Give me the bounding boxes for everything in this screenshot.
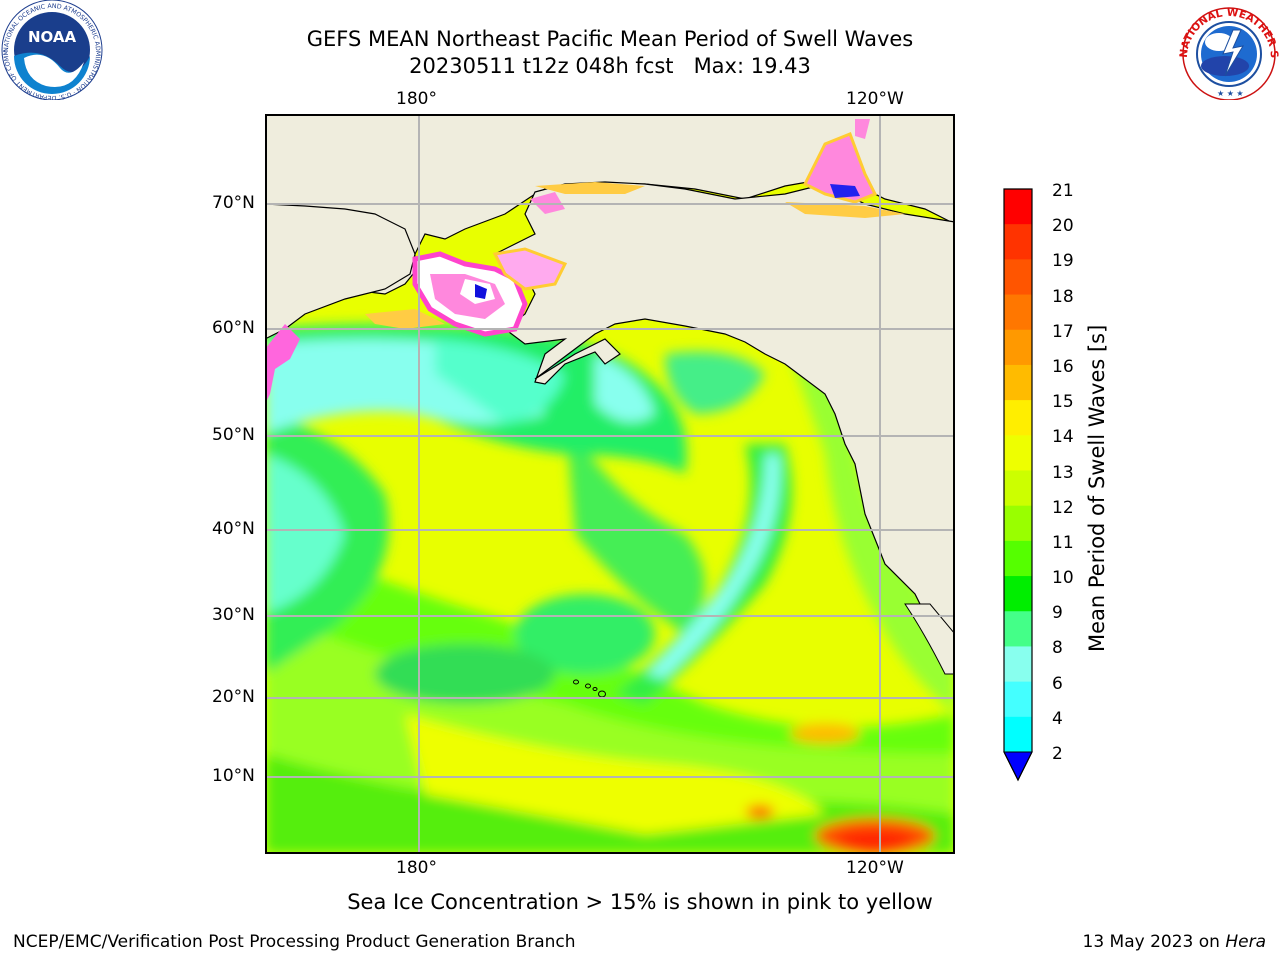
lat-label-10n: 10°N <box>212 766 255 786</box>
colorbar-tick-label: 11 <box>1052 532 1074 553</box>
colorbar-segment <box>1004 435 1032 471</box>
lat-label-30n: 30°N <box>212 605 255 625</box>
colorbar-ticks: 21 20 19 18 17 16 15 14 13 12 11 10 9 8 6 4 2 <box>1050 180 1110 780</box>
colorbar-tick-label: 17 <box>1052 321 1074 342</box>
hawaii-islands <box>573 679 606 698</box>
colorbar-segment <box>1004 470 1032 507</box>
colorbar <box>1003 188 1033 782</box>
colorbar-tick-label: 12 <box>1052 497 1074 518</box>
lat-label-20n: 20°N <box>212 687 255 707</box>
nws-logo: NATIONAL WEATHER SERVICE ★ ★ ★ <box>1175 0 1280 100</box>
lon-label-top-120w: 120°W <box>846 89 904 109</box>
lat-label-40n: 40°N <box>212 519 255 539</box>
noaa-logo: NATIONAL OCEANIC AND ATMOSPHERIC ADMINIS… <box>0 0 103 100</box>
land-baja <box>904 603 955 675</box>
colorbar-tick-label: 19 <box>1052 251 1074 272</box>
lon-label-bottom-180: 180° <box>396 858 437 878</box>
colorbar-extend-triangle <box>1003 751 1033 782</box>
lat-label-60n: 60°N <box>212 318 255 338</box>
colorbar-label: Mean Period of Swell Waves [s] <box>1085 324 1109 652</box>
colorbar-tick-label: 14 <box>1052 427 1074 448</box>
lat-label-70n: 70°N <box>212 193 255 213</box>
colorbar-segment <box>1004 294 1032 331</box>
colorbar-segment <box>1004 611 1032 647</box>
colorbar-segment <box>1004 224 1032 260</box>
colorbar-tick-label: 10 <box>1052 568 1074 589</box>
colorbar-tick-label: 4 <box>1052 708 1063 729</box>
title-line-1: GEFS MEAN Northeast Pacific Mean Period … <box>306 27 914 51</box>
sea-ice-note: Sea Ice Concentration > 15% is shown in … <box>347 890 933 914</box>
colorbar-segment <box>1004 540 1032 577</box>
colorbar-tick-label: 9 <box>1052 603 1063 624</box>
footer-right: 13 May 2023 on Hera <box>1083 932 1267 952</box>
colorbar-tick-label: 13 <box>1052 462 1074 483</box>
swell-period-map <box>265 114 955 854</box>
colorbar-segment <box>1004 576 1032 612</box>
colorbar-segment <box>1004 189 1032 225</box>
sea-ice-overlay <box>265 119 905 404</box>
swell-period-field <box>265 324 955 854</box>
lon-label-top-180: 180° <box>396 89 437 109</box>
colorbar-segment <box>1004 329 1032 366</box>
colorbar-tick-label: 16 <box>1052 356 1074 377</box>
footer-date: 13 May 2023 on <box>1082 932 1226 952</box>
footer-left: NCEP/EMC/Verification Post Processing Pr… <box>13 932 576 952</box>
graticule <box>265 114 955 854</box>
noaa-logo-text: NOAA <box>28 28 77 46</box>
colorbar-tick-label: 20 <box>1052 216 1074 237</box>
colorbar-segment <box>1004 259 1032 296</box>
colorbar-segment <box>1004 646 1032 683</box>
colorbar-tick-label: 15 <box>1052 392 1074 413</box>
map-frame <box>265 114 955 854</box>
footer-host: Hera <box>1225 932 1266 952</box>
colorbar-segment <box>1004 505 1032 542</box>
colorbar-segment <box>1004 716 1032 753</box>
nws-stars-icon: ★ ★ ★ <box>1217 89 1244 98</box>
colorbar-tick-label: 2 <box>1052 744 1063 764</box>
title-line-2: 20230511 t12z 048h fcst Max: 19.43 <box>409 54 811 78</box>
colorbar-segments <box>1003 188 1033 782</box>
lon-label-bottom-120w: 120°W <box>846 858 904 878</box>
lat-label-50n: 50°N <box>212 425 255 445</box>
colorbar-segment <box>1004 400 1032 436</box>
colorbar-tick-label: 18 <box>1052 286 1074 307</box>
colorbar-segment <box>1004 364 1032 401</box>
colorbar-segment <box>1004 681 1032 718</box>
colorbar-tick-label: 8 <box>1052 638 1063 659</box>
colorbar-tick-label: 6 <box>1052 673 1063 694</box>
colorbar-frame <box>1003 188 1033 782</box>
colorbar-tick-label: 21 <box>1052 181 1074 201</box>
